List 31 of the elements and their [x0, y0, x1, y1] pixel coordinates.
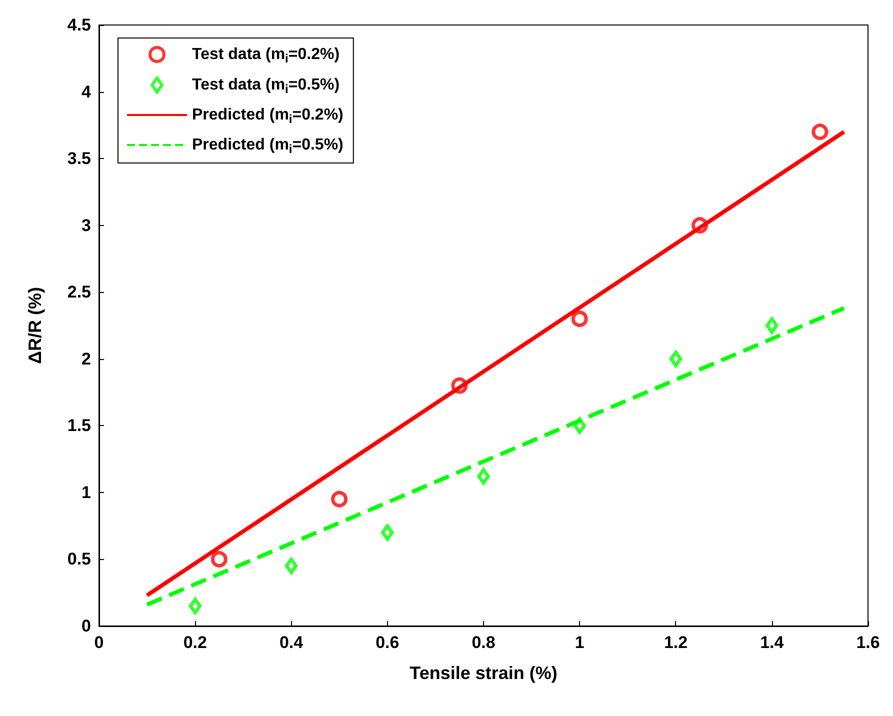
y-tick-label: 3: [82, 216, 91, 235]
y-tick-label: 2: [82, 349, 91, 368]
x-tick-label: 1.6: [856, 633, 880, 652]
point: [765, 317, 778, 334]
y-tick-label: 0.5: [67, 550, 91, 569]
y-tick-label: 3.5: [67, 149, 91, 168]
x-tick-label: 1.2: [664, 633, 688, 652]
x-tick-label: 1: [574, 633, 584, 652]
point: [188, 598, 202, 614]
x-tick-label: 0.2: [183, 633, 207, 652]
x-axis-title: Tensile strain (%): [410, 663, 558, 683]
x-tick-label: 0.6: [376, 633, 400, 652]
y-tick-label: 4.5: [67, 16, 91, 34]
y-tick-label: 0: [82, 616, 91, 636]
x-tick-label: 0.8: [472, 633, 496, 652]
y-tick-label: 1.5: [67, 416, 91, 436]
point: [477, 468, 490, 485]
point: [669, 350, 682, 368]
x-tick-label: 0: [94, 633, 104, 652]
point: [331, 490, 348, 508]
y-tick-label: 4: [82, 82, 92, 102]
y-tick-label: 2.5: [67, 282, 91, 302]
point: [210, 550, 228, 568]
y-tick-label: 1: [82, 482, 91, 502]
x-tick-label: 0.4: [279, 633, 304, 652]
x-tick-label: 1.4: [760, 633, 784, 652]
point: [284, 558, 298, 574]
point: [812, 124, 828, 140]
y-axis-title: ΔR/R (%): [25, 287, 45, 364]
point: [380, 524, 394, 541]
point: [571, 310, 588, 328]
